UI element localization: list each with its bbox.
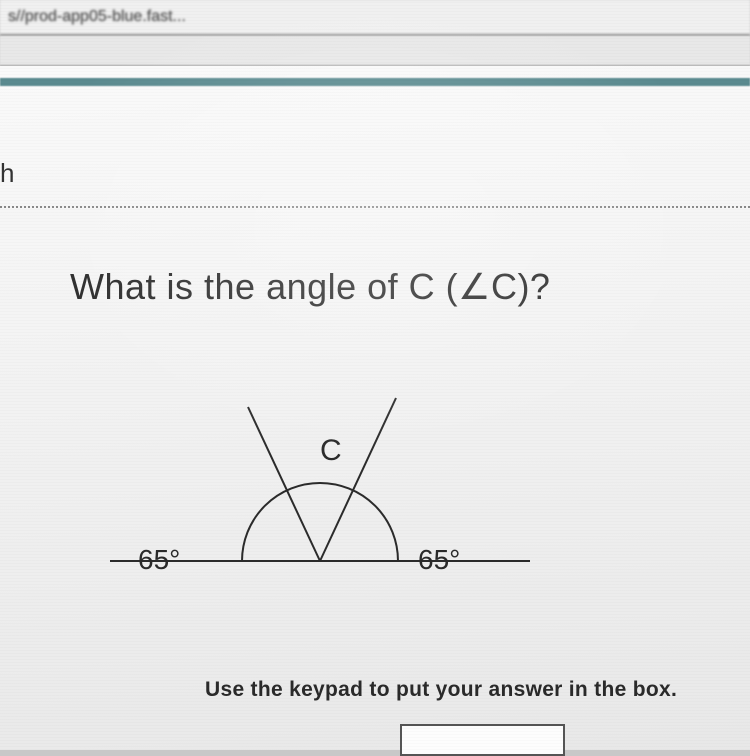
angle-arc	[242, 483, 398, 561]
screen-photo: s//prod-app05-blue.fast... h What is the…	[0, 0, 750, 750]
ray-right	[320, 398, 396, 561]
instruction-text: Use the keypad to put your answer in the…	[205, 678, 677, 702]
url-text: s//prod-app05-blue.fast...	[8, 8, 186, 26]
cut-off-text: h	[0, 158, 14, 189]
angle-label-left: 65°	[138, 544, 180, 576]
window-chrome	[0, 36, 750, 66]
question-text: What is the angle of C (∠C)?	[70, 266, 550, 308]
angle-label-right: 65°	[418, 544, 460, 576]
dotted-divider	[0, 206, 750, 208]
angle-label-c: C	[320, 434, 342, 468]
browser-url-bar[interactable]: s//prod-app05-blue.fast...	[0, 0, 750, 36]
accent-bar	[0, 78, 750, 86]
content-area: h What is the angle of C (∠C)? 65° 65° C…	[0, 66, 750, 750]
answer-input[interactable]	[400, 724, 565, 756]
